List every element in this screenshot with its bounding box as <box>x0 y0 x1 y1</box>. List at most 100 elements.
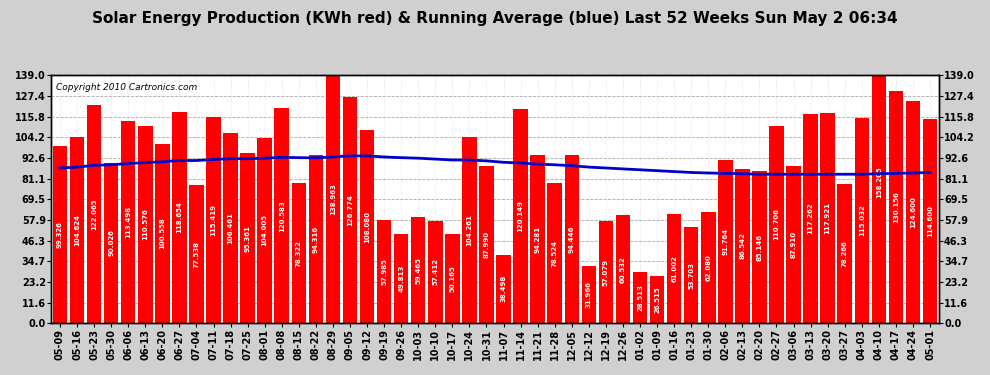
Text: 57.079: 57.079 <box>603 259 609 286</box>
Bar <box>155 144 169 323</box>
Text: 91.764: 91.764 <box>723 228 729 255</box>
Bar <box>701 213 716 323</box>
Bar <box>326 75 341 323</box>
Text: 95.361: 95.361 <box>245 225 250 252</box>
Text: 90.026: 90.026 <box>108 230 114 256</box>
Text: 115.419: 115.419 <box>211 204 217 236</box>
Bar <box>52 146 67 323</box>
Text: 104.005: 104.005 <box>261 214 267 246</box>
Bar <box>274 108 289 323</box>
Text: 94.281: 94.281 <box>535 225 541 253</box>
Bar <box>564 155 579 323</box>
Bar <box>581 266 596 323</box>
Text: 114.600: 114.600 <box>927 205 933 237</box>
Bar <box>377 220 391 323</box>
Text: Copyright 2010 Cartronics.com: Copyright 2010 Cartronics.com <box>55 83 197 92</box>
Bar <box>138 126 152 323</box>
Text: 117.921: 117.921 <box>825 202 831 234</box>
Bar <box>292 183 306 323</box>
Text: 158.205: 158.205 <box>876 166 882 198</box>
Text: 110.706: 110.706 <box>773 209 779 240</box>
Bar <box>309 155 323 323</box>
Text: 57.985: 57.985 <box>381 258 387 285</box>
Bar <box>923 119 938 323</box>
Bar <box>69 136 84 323</box>
Bar <box>786 166 801 323</box>
Bar <box>257 138 272 323</box>
Bar <box>752 171 766 323</box>
Text: 87.990: 87.990 <box>483 231 489 258</box>
Text: 115.032: 115.032 <box>858 205 865 237</box>
Text: 130.156: 130.156 <box>893 191 899 223</box>
Bar <box>359 130 374 323</box>
Text: Solar Energy Production (KWh red) & Running Average (blue) Last 52 Weeks Sun May: Solar Energy Production (KWh red) & Runn… <box>92 11 898 26</box>
Text: 110.576: 110.576 <box>143 209 148 240</box>
Text: 100.558: 100.558 <box>159 217 165 249</box>
Bar <box>633 272 647 323</box>
Bar <box>821 113 835 323</box>
Text: 124.600: 124.600 <box>910 196 916 228</box>
Text: 138.963: 138.963 <box>330 183 336 215</box>
Text: 118.654: 118.654 <box>176 201 182 233</box>
Bar <box>769 126 784 323</box>
Bar <box>121 121 136 323</box>
Bar <box>599 221 613 323</box>
Text: 78.266: 78.266 <box>842 240 847 267</box>
Text: 50.165: 50.165 <box>449 265 455 292</box>
Bar <box>531 155 544 323</box>
Bar <box>649 276 664 323</box>
Text: 126.774: 126.774 <box>346 194 353 226</box>
Bar <box>684 227 698 323</box>
Bar <box>667 214 681 323</box>
Bar <box>479 166 494 323</box>
Text: 120.583: 120.583 <box>279 200 285 231</box>
Text: 31.966: 31.966 <box>586 281 592 308</box>
Bar <box>411 217 426 323</box>
Text: 61.002: 61.002 <box>671 255 677 282</box>
Bar <box>736 169 749 323</box>
Text: 78.322: 78.322 <box>296 240 302 267</box>
Bar <box>854 118 869 323</box>
Text: 87.910: 87.910 <box>791 231 797 258</box>
Bar <box>241 153 254 323</box>
Text: 60.532: 60.532 <box>620 256 626 283</box>
Text: 104.261: 104.261 <box>466 214 472 246</box>
Text: 122.065: 122.065 <box>91 199 97 230</box>
Bar <box>547 183 562 323</box>
Bar <box>206 117 221 323</box>
Text: 77.538: 77.538 <box>193 240 199 267</box>
Text: 94.446: 94.446 <box>569 225 575 253</box>
Bar <box>616 215 631 323</box>
Bar <box>906 101 921 323</box>
Bar <box>889 91 903 323</box>
Text: 57.412: 57.412 <box>433 258 439 285</box>
Bar <box>224 133 238 323</box>
Text: 53.703: 53.703 <box>688 262 694 289</box>
Text: 62.080: 62.080 <box>705 254 711 281</box>
Bar <box>394 234 409 323</box>
Bar <box>172 111 187 323</box>
Bar <box>871 41 886 323</box>
Text: 78.524: 78.524 <box>551 240 557 267</box>
Text: 108.080: 108.080 <box>364 211 370 243</box>
Text: 86.542: 86.542 <box>740 232 745 260</box>
Bar <box>514 109 528 323</box>
Bar <box>104 163 119 323</box>
Bar <box>803 114 818 323</box>
Text: 26.515: 26.515 <box>654 286 660 313</box>
Text: 28.513: 28.513 <box>637 284 644 311</box>
Text: 49.813: 49.813 <box>398 265 404 292</box>
Bar <box>87 105 101 323</box>
Text: 106.461: 106.461 <box>228 212 234 244</box>
Bar <box>446 234 459 323</box>
Text: 99.326: 99.326 <box>57 221 63 248</box>
Bar <box>189 185 204 323</box>
Bar <box>838 184 852 323</box>
Bar <box>462 137 476 323</box>
Text: 120.149: 120.149 <box>518 200 524 232</box>
Text: 59.465: 59.465 <box>415 257 421 284</box>
Text: 113.498: 113.498 <box>125 206 132 238</box>
Text: 85.146: 85.146 <box>756 234 762 261</box>
Text: 38.498: 38.498 <box>501 275 507 303</box>
Bar <box>496 255 511 323</box>
